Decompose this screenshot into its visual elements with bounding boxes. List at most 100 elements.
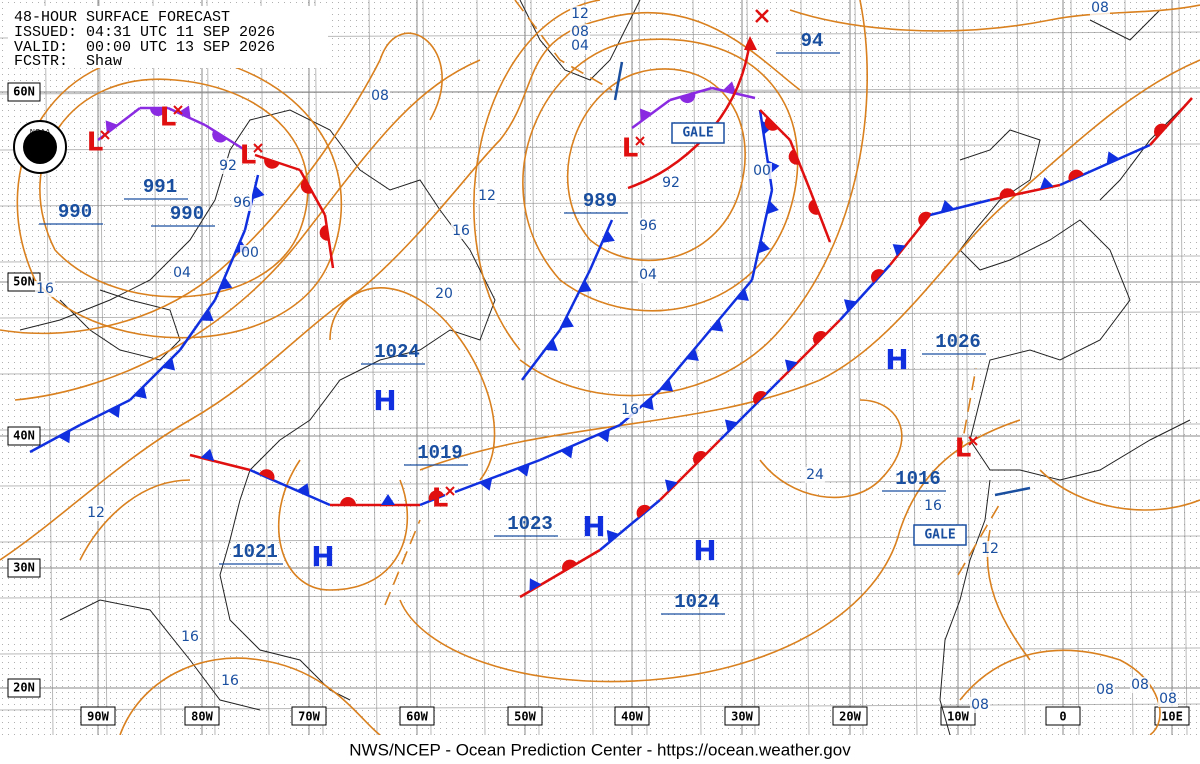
isobar: [519, 0, 868, 397]
isobar: [759, 399, 903, 499]
isobar: [419, 59, 1200, 471]
front-line: [989, 183, 1061, 202]
cold-front-barb: [1039, 177, 1054, 190]
warm-front-barb: [300, 178, 313, 194]
isobar-label-bg: [661, 175, 681, 191]
warm-front-barb: [259, 469, 275, 481]
warm-front-barb: [764, 117, 779, 131]
isobar-label: 08: [1091, 0, 1109, 16]
pressure-label: 1024: [374, 341, 420, 363]
cold-front-barb: [766, 200, 779, 215]
isobar-label: 16: [452, 223, 470, 239]
wind-barb: [613, 61, 624, 101]
high-center: H: [885, 343, 908, 376]
lon-label: 10W: [947, 710, 969, 724]
cold-front-barb: [724, 419, 738, 433]
lon-label-box: [832, 706, 868, 726]
noaa-logo: NOAA: [13, 120, 67, 174]
warm-front-barb: [753, 390, 767, 405]
front-line: [759, 109, 791, 141]
isobar-label-bg: [232, 195, 252, 211]
isobar-label: 12: [87, 505, 105, 521]
isobar-label: 08: [1131, 677, 1149, 693]
front-line: [808, 189, 832, 243]
isobar-label-bg: [370, 88, 390, 104]
warm-front-barb: [562, 559, 577, 572]
front-line: [669, 86, 713, 102]
grid-line: [0, 423, 1200, 431]
header-forecaster: FCSTR: Shaw: [14, 53, 122, 70]
cold-front-barb: [606, 530, 620, 543]
low-x: [173, 105, 183, 115]
cold-front-barb: [560, 445, 574, 459]
grid-line: [584, 0, 594, 736]
front-line: [323, 214, 335, 269]
isobar-label-bg: [1095, 682, 1115, 698]
isobar-label-bg: [240, 245, 260, 261]
lon-label-box: [1045, 706, 1081, 726]
cold-front-barb: [685, 348, 699, 361]
isobar-label: 16: [36, 281, 54, 297]
gale-box: [913, 524, 967, 546]
pressure-label: 990: [170, 203, 204, 225]
isobars: [0, 0, 1200, 736]
grid-line: [746, 0, 756, 736]
header-issued: ISSUED: 04:31 UTC 11 SEP 2026: [14, 24, 275, 41]
isobar-label: 12: [571, 6, 589, 22]
logo-text: NOAA: [30, 128, 51, 136]
cold-front-barb: [722, 81, 737, 94]
low-x: [253, 143, 263, 153]
cold-front-barb: [177, 105, 191, 119]
low-center: L: [622, 134, 639, 164]
isobar: [522, 38, 799, 312]
gale-label: GALE: [682, 126, 713, 141]
header-valid: VALID: 00:00 UTC 13 SEP 2026: [14, 39, 275, 56]
isobar-label-bg: [172, 265, 192, 281]
warm-front-barb: [636, 504, 651, 518]
pressure-label: 991: [143, 176, 177, 198]
lon-label-box: [80, 706, 116, 726]
isobar-label-bg: [638, 267, 658, 283]
pressure-label: 989: [583, 190, 617, 212]
pressure-label: 1019: [417, 442, 463, 464]
warm-front-barb: [264, 158, 280, 169]
cold-front-barb: [252, 185, 265, 200]
warm-front-barb: [319, 224, 329, 241]
map-background: [0, 0, 1200, 735]
warm-front-barb: [679, 92, 696, 104]
warm-front-barb: [788, 149, 800, 165]
header-title: 48-HOUR SURFACE FORECAST: [14, 9, 230, 26]
lat-label: 30N: [13, 561, 35, 575]
isobar-label-bg: [980, 541, 1000, 557]
isobar-label: 04: [173, 265, 191, 281]
warm-front-barb: [918, 211, 932, 226]
lon-label: 70W: [298, 710, 320, 724]
wind-barb: [994, 486, 1031, 497]
isobar-label-bg: [218, 158, 238, 174]
lat-label: 50N: [13, 275, 35, 289]
cold-front-barb: [544, 338, 558, 351]
gale-box: [671, 122, 725, 144]
cold-front-barb: [1106, 151, 1120, 165]
isobar: [277, 459, 409, 591]
isobar-label: 12: [981, 541, 999, 557]
front-line: [29, 423, 81, 454]
isobar-label-bg: [638, 218, 658, 234]
lat-label-box: [7, 558, 41, 578]
lon-label-box: [291, 706, 327, 726]
cold-front-barb: [660, 379, 674, 392]
grid-line: [0, 199, 1200, 207]
grid-line: [0, 87, 1200, 95]
cold-front-barb: [479, 477, 493, 491]
isobar: [0, 11, 801, 561]
isobar: [1039, 469, 1200, 511]
warm-front-barb: [428, 490, 445, 502]
isobar: [79, 479, 191, 561]
cold-front-barb: [134, 386, 147, 399]
isobar-label-bg: [180, 629, 200, 645]
isobar-label: 92: [219, 158, 237, 174]
isobar-label-bg: [1158, 691, 1178, 707]
high-center: H: [693, 534, 716, 567]
low-x: [635, 136, 645, 146]
isobar-label-bg: [970, 697, 990, 713]
